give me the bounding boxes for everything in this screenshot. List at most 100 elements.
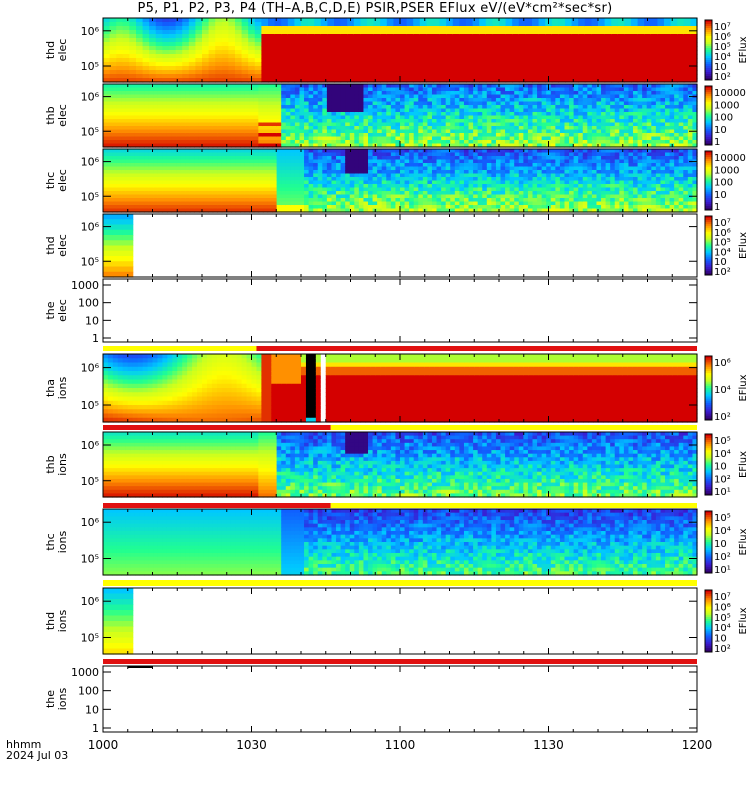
- colorbar-label-0: EFlux: [738, 36, 749, 63]
- panel-frame-9: [103, 666, 697, 732]
- colorbar-label-text-6: EFlux: [738, 451, 749, 478]
- ylabel-9: the ions: [44, 687, 69, 710]
- ylabel-0: thd elec: [44, 39, 69, 62]
- spectrogram-3: [103, 214, 133, 278]
- colorbar-7: 10⁵ 10⁴ 10⁳ 10² 10¹: [705, 511, 731, 576]
- colorbar-tick-8-3: 10⁴: [714, 623, 731, 634]
- ytick-label-3-0: 10⁶: [81, 221, 100, 234]
- ylabel-1: thb elec: [44, 104, 69, 127]
- colorbar-2: 100001000 100101: [705, 151, 746, 213]
- ytick-label-4-2: 10: [85, 314, 99, 327]
- colorbar-tick-2-1: 1000: [714, 165, 739, 176]
- spectrogram-2: [103, 149, 698, 213]
- colorbar-label-3: EFlux: [738, 232, 749, 259]
- spectrogram-8: [103, 588, 133, 655]
- colorbar-label-6: EFlux: [738, 451, 749, 478]
- colorbar-6: 10⁵ 10⁴ 10⁳10² 10¹: [705, 434, 731, 498]
- colorbar-label-5: EFlux: [738, 374, 749, 401]
- colorbar-5: 10⁶ 10⁴ 10²: [705, 356, 731, 423]
- ytick-label-2-1: 10⁵: [81, 190, 99, 203]
- colorbar-tick-7-4: 10¹: [714, 565, 731, 576]
- ylabel-species-9: ions: [56, 687, 69, 710]
- colorbar-tick-8-4: 10⁳: [714, 634, 727, 645]
- colorbar-label-text-5: EFlux: [738, 374, 749, 401]
- ytick-label-9-2: 10: [85, 703, 99, 716]
- ytick-label-5-1: 10⁵: [81, 399, 99, 412]
- colorbar-tick-6-0: 10⁵: [714, 436, 731, 447]
- colorbar-tick-6-3: 10²: [714, 474, 731, 485]
- ylabel-7: thc ions: [44, 530, 69, 553]
- colorbar-1: 100001000 100101: [705, 86, 746, 148]
- colorbar-label-text-8: EFlux: [738, 607, 749, 634]
- panel-frame-4: [103, 279, 697, 342]
- colorbar-tick-2-3: 10: [714, 190, 727, 201]
- footer-date: 2024 Jul 03: [6, 749, 68, 762]
- ylabel-4: the elec: [44, 299, 69, 322]
- colorbar-tick-5-0: 10⁶: [714, 358, 731, 369]
- spectrogram-1: [103, 84, 698, 148]
- mode-bar-thc: [103, 503, 697, 508]
- ylabel-species-2: elec: [56, 169, 69, 192]
- ytick-label-2-0: 10⁶: [81, 156, 100, 169]
- spectrogram-6: [103, 432, 698, 498]
- ytick-label-9-0: 1000: [71, 666, 99, 679]
- colorbar-tick-1-0: 10000: [714, 88, 746, 99]
- ytick-label-5-0: 10⁶: [81, 362, 100, 375]
- xtick-label-0: 1000: [88, 738, 119, 752]
- ylabel-species-7: ions: [56, 530, 69, 553]
- spectrogram-7: [103, 509, 698, 576]
- colorbar-tick-1-1: 1000: [714, 100, 739, 111]
- colorbar-tick-6-2: 10⁳: [714, 462, 727, 473]
- colorbar-tick-6-4: 10¹: [714, 487, 731, 498]
- colorbar-tick-5-2: 10²: [714, 412, 731, 423]
- colorbar-0: 10⁷10⁶10⁵10⁴10⁳10²: [705, 20, 731, 83]
- colorbar-tick-8-1: 10⁶: [714, 602, 731, 613]
- ytick-label-4-1: 100: [78, 297, 99, 310]
- mode-bar-thb: [103, 425, 697, 430]
- spectrogram-0: [103, 18, 698, 83]
- colorbar-tick-8-5: 10²: [714, 644, 731, 655]
- colorbar-tick-2-4: 1: [714, 202, 720, 213]
- colorbar-tick-3-5: 10²: [714, 267, 731, 278]
- ylabel-8: thd ions: [44, 609, 69, 632]
- ytick-label-3-1: 10⁵: [81, 255, 99, 268]
- ylabel-3: thd elec: [44, 234, 69, 257]
- ytick-label-8-0: 10⁶: [81, 595, 100, 608]
- colorbar-tick-5-1: 10⁴: [714, 385, 731, 396]
- colorbar-tick-1-4: 1: [714, 137, 720, 148]
- ylabel-species-5: ions: [56, 376, 69, 399]
- colorbar-tick-2-0: 10000: [714, 153, 746, 164]
- colorbar-label-8: EFlux: [738, 607, 749, 634]
- ylabel-species-8: ions: [56, 609, 69, 632]
- colorbar-label-text-3: EFlux: [738, 232, 749, 259]
- ytick-label-6-1: 10⁵: [81, 475, 99, 488]
- ytick-label-9-1: 100: [78, 685, 99, 698]
- colorbar-tick-1-3: 10: [714, 125, 727, 136]
- colorbar-tick-2-2: 100: [714, 178, 733, 189]
- ytick-label-6-0: 10⁶: [81, 439, 100, 452]
- ylabel-species-0: elec: [56, 39, 69, 62]
- colorbar-tick-7-1: 10⁴: [714, 526, 731, 537]
- colorbar-tick-0-5: 10²: [714, 72, 731, 83]
- spectrogram-5: [103, 354, 698, 423]
- colorbar-tick-7-3: 10²: [714, 552, 731, 563]
- colorbar-3: 10⁷10⁶10⁵10⁴10⁳10²: [705, 216, 731, 278]
- ytick-label-9-3: 1: [92, 722, 99, 735]
- mode-bar-the: [103, 659, 697, 664]
- colorbar-tick-7-2: 10⁳: [714, 539, 727, 550]
- ytick-label-0-0: 10⁶: [81, 25, 100, 38]
- xtick-label-1: 1030: [236, 738, 267, 752]
- colorbar-tick-7-0: 10⁵: [714, 513, 731, 524]
- colorbar-label-text-0: EFlux: [738, 36, 749, 63]
- ylabel-species-6: ions: [56, 453, 69, 476]
- colorbar-label-7: EFlux: [738, 528, 749, 555]
- ytick-label-4-0: 1000: [71, 279, 99, 292]
- ytick-label-1-0: 10⁶: [81, 91, 100, 104]
- panel-frame-3: [103, 214, 697, 277]
- ytick-label-1-1: 10⁵: [81, 125, 99, 138]
- ylabel-species-3: elec: [56, 234, 69, 257]
- ylabel-5: tha ions: [44, 376, 69, 399]
- mode-bar-thd: [103, 580, 697, 586]
- ytick-label-7-1: 10⁵: [81, 553, 99, 566]
